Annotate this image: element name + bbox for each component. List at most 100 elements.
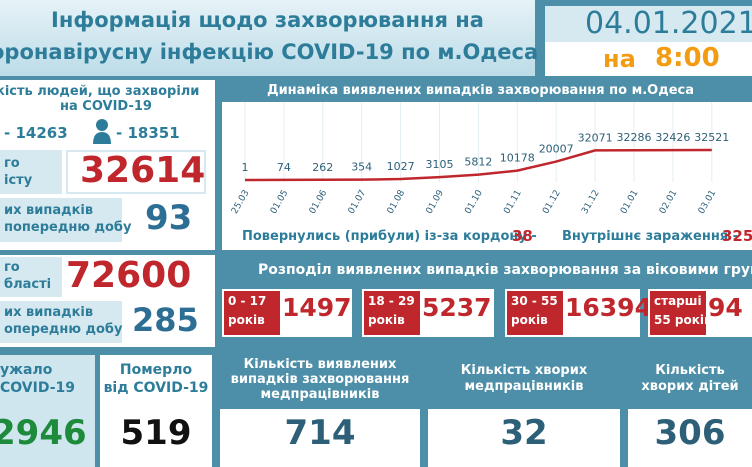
label: попередню добу (4, 220, 132, 235)
footer-label: Повернулись (прибули) із-за кордону - (242, 229, 537, 244)
label: Кількість виявлених (243, 357, 397, 372)
age-label: років (228, 313, 265, 327)
data-label: 262 (312, 161, 333, 174)
label: Кількість хворих (460, 363, 588, 378)
city-day: 93 (145, 198, 193, 238)
label: бласті (4, 277, 52, 292)
women-count: - 18351 (116, 124, 180, 142)
date-box: 04.01.2021 на 8:00 (545, 6, 752, 76)
data-label: 20007 (539, 143, 574, 156)
label: ужало (0, 362, 53, 378)
time: 8:00 (655, 43, 720, 73)
label: опередню добу (4, 322, 123, 337)
age-value: 94 (708, 293, 743, 322)
age-label-box (364, 291, 420, 335)
recovered-card: ужало COVID-19 2946 (0, 355, 95, 467)
city-total: 32614 (80, 150, 206, 191)
age-value: 5237 (422, 293, 492, 322)
x-tick-label: 01.09 (425, 188, 447, 216)
died-card: Померло від COVID-19 519 (100, 355, 212, 467)
x-tick-label: 02.01 (658, 189, 680, 216)
label: медпрацівників (260, 387, 380, 402)
chart-panel: Динаміка виявлених випадків захворювання… (222, 80, 752, 250)
panel-title: на COVID-19 (60, 99, 152, 114)
children-card: Кількість хворих дітей 306 (628, 355, 752, 467)
children-value: 306 (654, 413, 726, 453)
data-label: 10178 (500, 152, 535, 165)
data-label: 5812 (464, 156, 492, 169)
age-label-box (507, 291, 563, 335)
x-tick-label: 01.11 (502, 189, 524, 216)
data-label: 1 (242, 161, 249, 174)
label: хворих дітей (641, 379, 739, 394)
age-card: старші за 55 років 94 (648, 289, 752, 337)
age-label: 0 - 17 (228, 294, 267, 308)
time-prefix: на (603, 45, 636, 73)
x-tick-label: 31.12 (580, 189, 602, 216)
female-icon (93, 119, 111, 144)
data-label: 32071 (578, 131, 613, 144)
footer-value: 325 (722, 227, 752, 245)
age-label-box (650, 291, 706, 335)
x-tick-label: 01.01 (619, 189, 641, 216)
died-value: 519 (120, 413, 192, 453)
men-count: - 14263 (4, 124, 68, 142)
footer-value: 38 (512, 227, 533, 245)
age-label: 30 - 55 (511, 294, 558, 308)
label: COVID-19 (0, 380, 76, 396)
title-line: Інформація щодо захворювання на (51, 8, 484, 32)
age-card: 18 - 29 років 5237 (362, 289, 494, 337)
label: их випадків (4, 305, 94, 320)
region-panel: го бласті 72600 их випадків опередню доб… (0, 255, 215, 347)
x-tick-label: 01.07 (347, 189, 369, 216)
x-tick-label: 01.08 (386, 188, 408, 216)
label: випадків захворювання (230, 372, 410, 387)
recovered-value: 2946 (0, 413, 87, 453)
label: Кількість (655, 363, 725, 378)
data-label: 1027 (387, 160, 415, 173)
age-label: 18 - 29 (368, 294, 415, 308)
medics-cases-card: Кількість виявлених випадків захворюванн… (220, 355, 420, 467)
age-label-box (224, 291, 280, 335)
title-line: оронавірусну інфекцію COVID-19 по м.Одес… (0, 40, 539, 64)
x-tick-label: 01.05 (269, 189, 291, 216)
medics-sick-card: Кількість хворих медпрацівників 32 (428, 355, 620, 467)
label: від COVID-19 (103, 380, 209, 396)
x-tick-label: 25.03 (230, 189, 252, 216)
city-panel: кість людей, що захворіли на COVID-19 - … (0, 80, 215, 250)
x-tick-label: 01.10 (463, 188, 485, 216)
age-value: 16394 (565, 293, 652, 322)
date: 04.01.2021 (585, 6, 752, 41)
label: медпрацівників (464, 379, 584, 394)
data-label: 74 (277, 161, 291, 174)
chart-title: Динаміка виявлених випадків захворювання… (267, 83, 695, 98)
age-card: 30 - 55 років 16394 (505, 289, 652, 337)
data-label: 3105 (426, 158, 454, 171)
x-tick-label: 03.01 (697, 189, 719, 216)
x-tick-label: 01.06 (308, 188, 330, 216)
data-label: 32426 (655, 131, 690, 144)
header: Інформація щодо захворювання на оронавір… (0, 0, 539, 76)
age-value: 1497 (282, 293, 352, 322)
medics-cases-value: 714 (284, 413, 356, 453)
line (244, 148, 712, 182)
label: го (4, 156, 20, 171)
region-day: 285 (132, 301, 199, 339)
label: го (4, 260, 20, 275)
data-label: 354 (351, 161, 372, 174)
age-label: років (511, 313, 548, 327)
x-tick-label: 01.12 (541, 189, 563, 216)
label: Померло (119, 362, 193, 378)
label: их випадків (4, 203, 94, 218)
age-title: Розподіл виявлених випадків захворювання… (258, 262, 752, 278)
line-chart: 1 25.03 74 01.05 262 01.06 354 01.07 1027 01.08 31… (230, 102, 729, 216)
data-label: 32286 (617, 131, 652, 144)
region-total: 72600 (66, 255, 192, 296)
age-label: років (368, 313, 405, 327)
data-label: 32521 (694, 131, 729, 144)
age-card: 0 - 17 років 1497 (222, 289, 352, 337)
footer-label: Внутрішнє зараження - (562, 229, 739, 244)
age-label: старші за (654, 294, 721, 308)
age-label: 55 років (654, 313, 712, 327)
